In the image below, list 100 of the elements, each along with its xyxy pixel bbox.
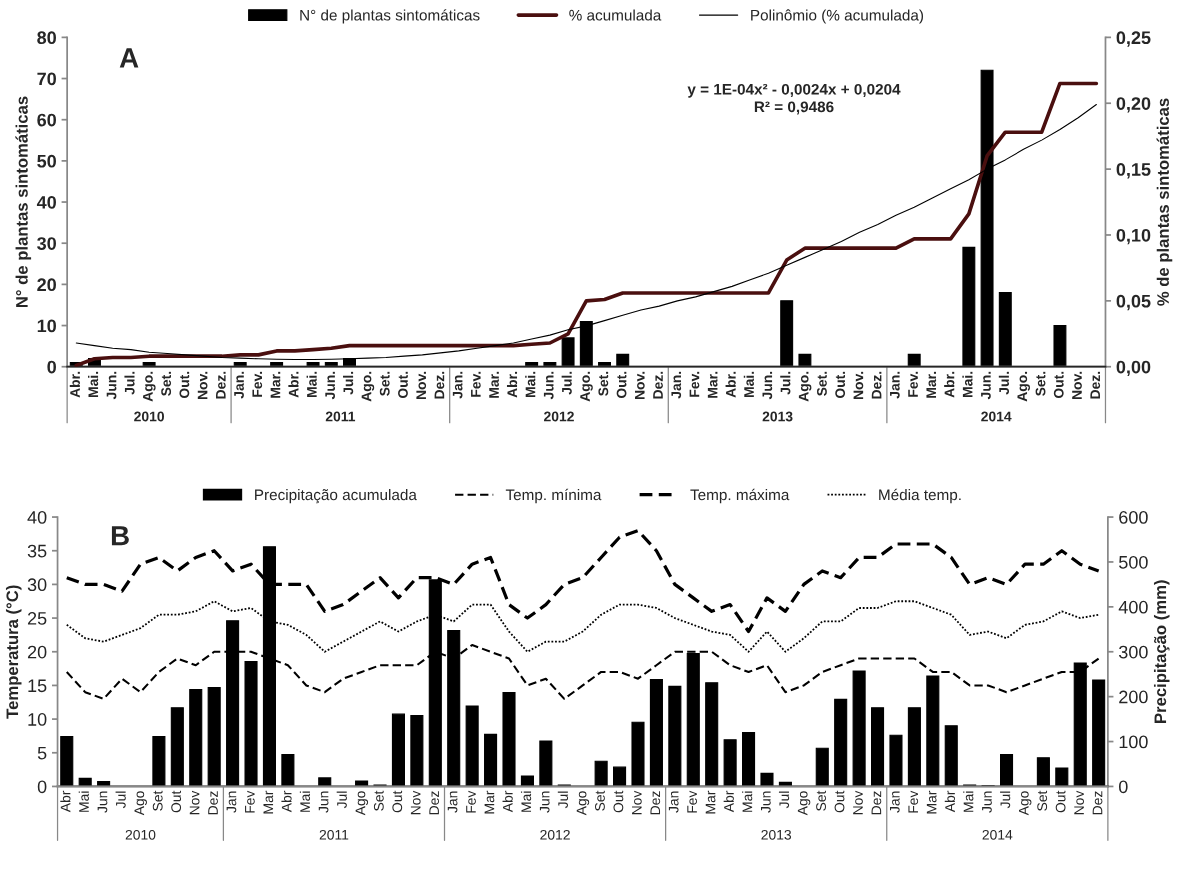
x-tick-label: Set.	[598, 371, 609, 396]
x-tick-label: Mai.	[525, 371, 536, 397]
text: 2011	[319, 829, 349, 840]
x-tick-label: Jun	[982, 791, 992, 813]
x-tick-label: Nov	[1074, 790, 1084, 815]
x-tick-label: Ago.	[1017, 371, 1030, 402]
x-tick-label: Mai	[520, 791, 532, 812]
x-tick-label: Set.	[817, 371, 827, 396]
y2-tick-label: 300	[1118, 645, 1148, 659]
x-tick-label: Fev.	[471, 371, 481, 397]
x-tick-label: Abr	[502, 790, 513, 813]
y-tick-label: 50	[37, 154, 56, 168]
y2-tick-label: 600	[1119, 510, 1148, 524]
y-tick-label: 80	[37, 31, 56, 45]
y-tick-label: 40	[36, 195, 56, 209]
legend-label: Média temp.	[879, 488, 961, 504]
x-tick-label: Out	[834, 790, 845, 813]
x-tick-label: Dez.	[434, 371, 445, 399]
x-tick-label: Jan.	[234, 371, 244, 399]
x-tick-label: Set.	[379, 371, 390, 396]
x-tick-label: Set.	[161, 371, 172, 396]
x-tick-label: Nov	[410, 790, 421, 815]
x-tick-label: Out	[613, 790, 624, 813]
x-tick-label: Nov	[853, 790, 863, 815]
x-tick-label: Jun.	[762, 371, 773, 400]
x-tick-label: Nov.	[197, 371, 208, 400]
x-tick-label: Nov.	[853, 371, 864, 400]
y-tick-label: 25	[27, 612, 47, 625]
x-tick-label: Dez.	[871, 371, 882, 399]
y-tick-label: 20	[37, 278, 56, 292]
y-tick-label: 60	[37, 113, 56, 127]
x-tick-label: Mai.	[88, 371, 99, 397]
legend-label: Temp. máxima	[690, 488, 790, 504]
x-tick-label: Jun.	[106, 371, 117, 400]
x-tick-label: Fev.	[908, 371, 918, 397]
x-tick-label: Out.	[1053, 371, 1064, 399]
x-tick-label: Jun	[318, 791, 329, 813]
y-axis-title: Temperatura (°C)	[5, 585, 22, 719]
y-tick-label: 35	[27, 544, 47, 558]
x-tick-label: Ago	[1018, 791, 1032, 816]
y-tick-label: 10	[28, 713, 47, 726]
x-tick-label: Jan.	[452, 371, 463, 399]
x-tick-label: Out	[1055, 790, 1066, 813]
y2-tick-label: 0,10	[1116, 228, 1151, 245]
x-tick-label: Abr	[281, 790, 292, 813]
y-tick-label: 10	[37, 319, 56, 333]
annotation: B	[111, 526, 129, 546]
x-tick-label: Set	[816, 790, 826, 811]
x-tick-label: Dez	[871, 791, 882, 815]
x-tick-label: Fev	[466, 790, 476, 813]
x-tick-label: Abr.	[288, 371, 299, 398]
legend-label: Temp. mínima	[505, 488, 602, 504]
x-tick-label: Abr	[723, 790, 734, 813]
x-tick-label: Jan.	[671, 371, 682, 399]
x-tick-label: Nov.	[1072, 371, 1082, 400]
x-tick-label: Abr.	[725, 371, 736, 398]
y2-tick-label: 500	[1119, 555, 1148, 569]
y-tick-label: 0	[37, 780, 47, 794]
x-tick-label: Jun	[97, 791, 108, 813]
x-tick-label: Mar	[705, 790, 716, 814]
x-tick-label: Ago.	[580, 371, 593, 402]
x-tick-label: Dez	[650, 791, 661, 815]
x-tick-label: Ago.	[361, 371, 375, 402]
x-tick-label: Dez.	[1090, 371, 1101, 399]
x-tick-label: Out.	[835, 371, 846, 399]
x-tick-label: Set	[595, 790, 605, 811]
x-tick-label: Mai.	[306, 371, 317, 397]
x-tick-label: Ago	[355, 791, 369, 816]
x-tick-label: Mar	[484, 790, 495, 814]
y2-tick-label: 400	[1118, 600, 1148, 614]
x-tick-label: Fev.	[252, 371, 263, 397]
x-tick-label: Jul.	[780, 371, 791, 395]
x-tick-label: Dez	[429, 791, 440, 815]
x-tick-label: Dez	[208, 791, 218, 815]
y2-axis-title: Precipitação (mm)	[1153, 580, 1170, 723]
x-tick-label: Mai	[78, 791, 89, 812]
x-tick-label: Jan	[890, 791, 900, 813]
x-tick-label: Fev.	[689, 371, 700, 397]
text: 2014	[981, 411, 1012, 422]
x-tick-label: Jul	[557, 791, 569, 809]
x-tick-label: Fev	[687, 790, 697, 813]
text: 2010	[125, 829, 156, 840]
x-tick-label: Out	[171, 790, 182, 813]
x-tick-label: Dez	[1092, 791, 1103, 815]
x-tick-label: Abr.	[944, 371, 955, 398]
x-tick-label: Mai.	[743, 371, 754, 397]
y-tick-label: 0	[47, 360, 56, 374]
x-tick-label: Set	[1037, 790, 1048, 811]
x-tick-label: Jun	[761, 791, 771, 813]
legend-label: % acumulada	[569, 9, 662, 21]
legend-label: Polinômio (% acumulada)	[751, 9, 924, 24]
x-tick-label: Jun.	[543, 371, 554, 400]
x-tick-label: Mar.	[270, 371, 281, 398]
x-tick-label: Jun.	[981, 371, 991, 400]
y-tick-label: 20	[27, 645, 47, 659]
x-tick-label: Jul.	[343, 371, 354, 395]
legend-label: N° de plantas sintomáticas	[300, 9, 480, 24]
x-tick-label: Ago.	[798, 371, 812, 402]
x-tick-label: Abr	[944, 790, 955, 813]
y-tick-label: 40	[27, 510, 47, 524]
